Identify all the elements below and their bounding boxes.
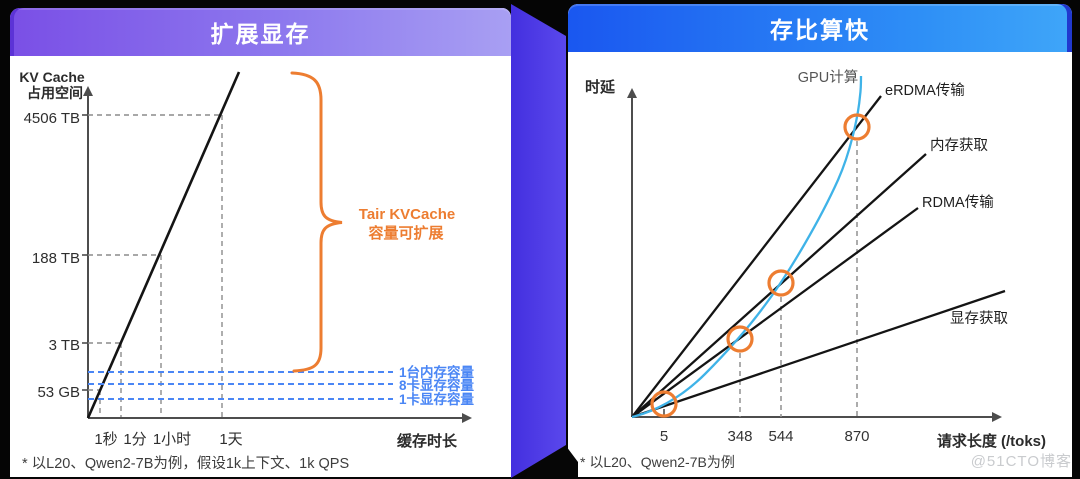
left-y-axis-title-line1: KV Cache [19, 69, 85, 85]
crossover-348 [726, 325, 754, 353]
crossover-870 [843, 113, 871, 141]
ytick-3tb: 3 TB [49, 337, 80, 354]
ribbon-bottom-shadow [524, 442, 578, 479]
memory-label: 内存获取 [930, 137, 988, 154]
xtick-544: 544 [768, 428, 793, 445]
watermark: @51CTO博客 [970, 453, 1072, 470]
brace-icon [290, 71, 343, 373]
right-footnote: * 以L20、Qwen2-7B为例 [580, 454, 735, 470]
capacity-label-host-memory: 1台内存容量 [399, 364, 475, 380]
xtick-1sec: 1秒 [94, 431, 117, 448]
gpu-compute-label: GPU计算 [798, 69, 858, 86]
left-panel-header: 扩展显存 [10, 8, 511, 56]
crossover-markers [650, 113, 871, 418]
right-panel-header: 存比算快 [568, 4, 1072, 52]
left-panel-title: 扩展显存 [210, 21, 311, 47]
xtick-1min: 1分 [123, 431, 146, 448]
xtick-5: 5 [660, 428, 668, 445]
rdma-line [631, 207, 919, 418]
left-y-axis-ticks [82, 114, 88, 391]
left-y-axis-arrow-icon [83, 86, 93, 96]
capacity-reference-lines [88, 371, 393, 400]
crossover-544 [767, 269, 795, 297]
right-x-axis-title: 请求长度 (/toks) [937, 432, 1046, 450]
right-y-axis-title: 时延 [585, 78, 616, 96]
left-dashed-guides [88, 114, 223, 417]
vram-line [631, 289, 1006, 419]
kvcache-growth-line [86, 71, 241, 419]
xtick-348: 348 [727, 428, 752, 445]
left-x-axis-title: 缓存时长 [397, 432, 458, 450]
crossover-5 [650, 390, 678, 418]
left-x-axis-arrow-icon [462, 413, 472, 423]
rdma-label: RDMA传输 [922, 194, 994, 211]
erdma-label: eRDMA传输 [885, 82, 965, 99]
left-y-axis-title-line2: 占用空间 [27, 85, 83, 101]
ribbon-3d-fold [511, 4, 566, 478]
vram-label: 显存获取 [950, 310, 1008, 327]
ytick-188tb: 188 TB [32, 250, 80, 267]
xtick-1hour: 1小时 [153, 431, 191, 448]
erdma-line [631, 95, 882, 418]
right-panel-title: 存比算快 [770, 17, 870, 43]
gpu-compute-curve [631, 75, 863, 419]
brace-annotation-line1: Tair KVCache [359, 206, 455, 223]
left-footnote: * 以L20、Qwen2-7B为例，假设1k上下文、1k QPS [22, 455, 349, 472]
xtick-1day: 1天 [219, 431, 242, 448]
ytick-4506tb: 4506 TB [24, 110, 80, 127]
capacity-label-1gpu-vram: 1卡显存容量 [399, 391, 475, 407]
brace-annotation-line2: 容量可扩展 [367, 224, 443, 242]
right-x-axis-arrow-icon [992, 412, 1002, 422]
ytick-53gb: 53 GB [37, 384, 80, 401]
right-dashed-guides [739, 141, 858, 417]
xtick-870: 870 [844, 428, 869, 445]
right-y-axis-arrow-icon [627, 88, 637, 98]
capacity-label-8gpu-vram: 8卡显存容量 [399, 377, 475, 393]
